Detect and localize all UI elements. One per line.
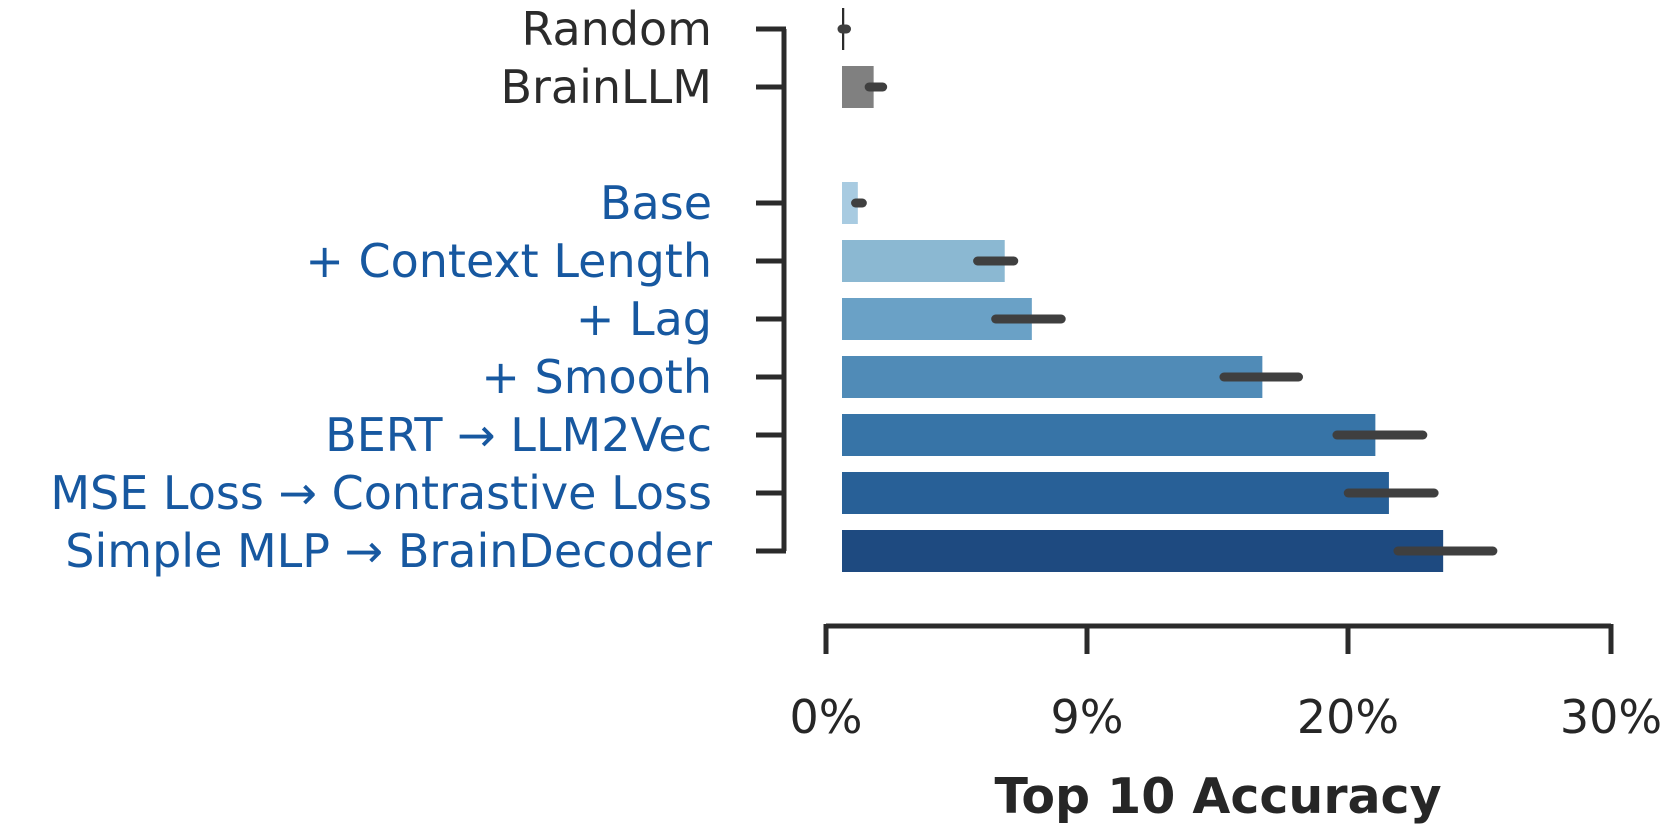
bar-mse-loss-contrastive-loss [842, 472, 1389, 514]
y-tick-label-base: Base [600, 176, 712, 230]
y-tick-label-simple-mlp-braindecoder: Simple MLP → BrainDecoder [65, 524, 712, 578]
y-tick-label-smooth: + Smooth [481, 350, 712, 404]
error-bars [837, 24, 1498, 556]
x-tick-label-9: 9% [1051, 690, 1124, 744]
y-tick-label-mse-loss-contrastive-loss: MSE Loss → Contrastive Loss [50, 466, 712, 520]
bar-smooth [842, 356, 1263, 398]
bar-simple-mlp-braindecoder [842, 530, 1444, 572]
x-tick-label-30: 30% [1560, 690, 1660, 744]
x-axis: 0% 9% 20% 30% [790, 623, 1660, 744]
y-tick-label-lag: + Lag [576, 292, 712, 346]
y-tick-label-bert-llm2vec: BERT → LLM2Vec [325, 408, 712, 462]
x-axis-label: Top 10 Accuracy [994, 768, 1441, 825]
y-tick-label-context-length: + Context Length [305, 234, 712, 288]
bar-base [842, 182, 858, 224]
bars [842, 8, 1444, 572]
x-tick-label-20: 20% [1297, 690, 1399, 744]
y-tick-label-brainllm: BrainLLM [500, 60, 712, 114]
y-tick-label-random: Random [522, 2, 712, 56]
x-tick-label-0: 0% [790, 690, 863, 744]
bar-bert-llm2vec [842, 414, 1376, 456]
